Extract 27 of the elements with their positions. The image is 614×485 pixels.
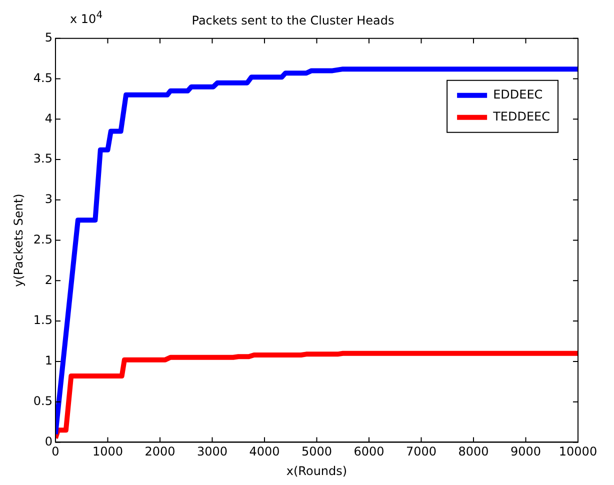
x-tick-label: 2000 [144, 444, 176, 459]
chart-title: Packets sent to the Cluster Heads [192, 13, 394, 28]
y-tick-label: 4 [44, 111, 52, 126]
legend-label: TEDDEEC [492, 110, 550, 124]
y-tick-label: 3 [44, 192, 52, 206]
y-tick-label: 1.5 [33, 313, 52, 328]
y-tick-label: 3.5 [33, 152, 52, 166]
y-axis-title: y(Packets Sent) [11, 194, 26, 287]
x-tick-label: 9000 [510, 444, 542, 459]
x-tick-label: 5000 [301, 444, 332, 459]
x-tick-label: 8000 [458, 444, 489, 459]
x-tick-label: 3000 [196, 444, 228, 459]
y-tick-label: 4.5 [33, 70, 52, 85]
x-tick-label: 7000 [406, 444, 437, 459]
text: x 10$^{4}$ [70, 10, 103, 26]
y-tick-label: 2.5 [33, 232, 52, 246]
y-tick-label: 2 [44, 272, 52, 287]
legend-label: EDDEEC [493, 88, 543, 102]
x-axis-title: x(Rounds) [286, 464, 348, 478]
y-tick-label: 0.5 [33, 394, 52, 408]
y-tick-label: 0 [44, 434, 52, 448]
x-tick-label: 6000 [354, 444, 384, 459]
y-tick-label: 1 [44, 354, 52, 368]
x-tick-label: 10000 [558, 444, 598, 459]
y-tick-label: 5 [44, 30, 52, 45]
x-tick-label: 4000 [249, 444, 280, 459]
x-tick-label: 1000 [92, 444, 124, 459]
